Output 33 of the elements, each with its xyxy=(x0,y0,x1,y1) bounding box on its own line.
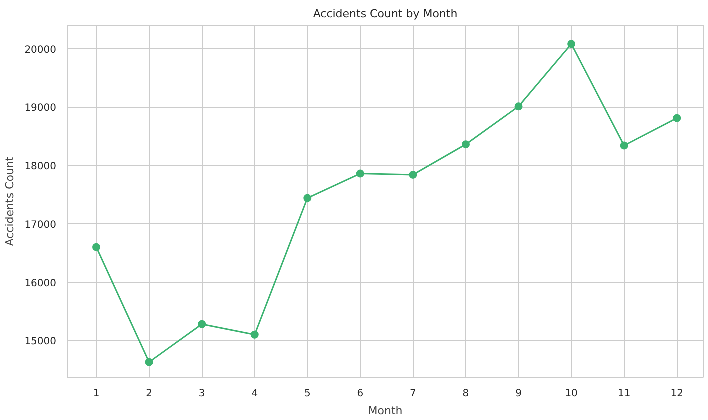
x-tick-label: 8 xyxy=(462,388,470,400)
point xyxy=(514,102,523,111)
x-tick-label: 2 xyxy=(146,388,153,400)
y-tick-label: 16000 xyxy=(24,278,56,290)
x-tick-label: 7 xyxy=(410,388,416,400)
x-tick-label: 12 xyxy=(670,388,684,400)
point xyxy=(462,140,470,149)
x-axis-title: Month xyxy=(368,404,403,418)
y-tick-label: 19000 xyxy=(24,103,56,114)
point xyxy=(620,142,628,150)
point xyxy=(356,170,364,178)
x-tick-label: 11 xyxy=(618,388,631,400)
x-tick-label: 5 xyxy=(304,388,311,400)
x-tick-label: 6 xyxy=(357,388,364,400)
y-tick-label: 20000 xyxy=(24,44,56,56)
point xyxy=(198,320,206,328)
chart-title: Accidents Count by Month xyxy=(313,8,458,20)
point xyxy=(673,114,682,122)
y-tick-label: 18000 xyxy=(24,162,56,173)
point xyxy=(145,358,154,366)
y-axis-title: Accidents Count xyxy=(4,156,17,246)
y-tick-label: 17000 xyxy=(24,220,56,231)
point xyxy=(92,243,101,252)
x-tick-label: 10 xyxy=(565,388,578,400)
x-tick-label: 9 xyxy=(516,388,522,400)
point xyxy=(250,330,259,339)
point xyxy=(568,40,576,48)
point xyxy=(409,170,418,179)
x-tick-label: 3 xyxy=(198,388,206,400)
point xyxy=(304,194,312,202)
y-tick-label: 15000 xyxy=(24,336,56,348)
x-tick-label: 4 xyxy=(252,388,258,400)
x-tick-label: 1 xyxy=(93,388,100,400)
